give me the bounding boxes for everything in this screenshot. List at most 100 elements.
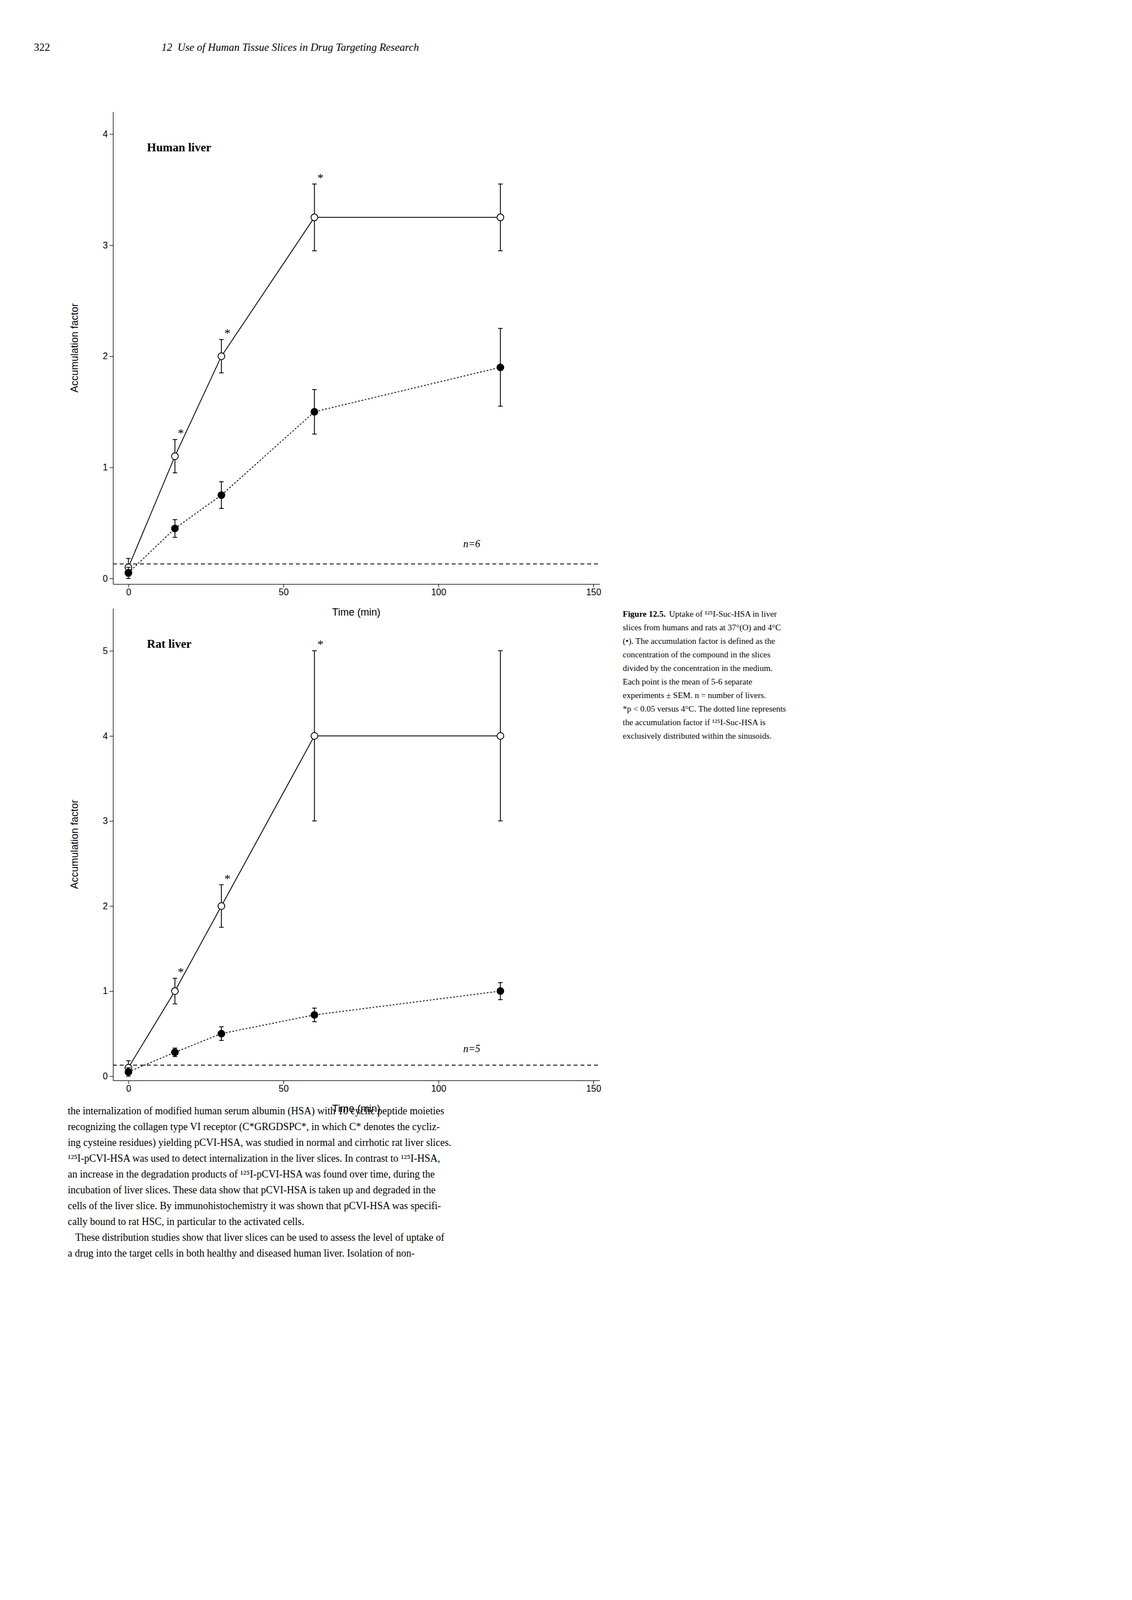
point <box>496 363 504 371</box>
y-tick: 5 <box>102 645 113 656</box>
caption-label: Figure 12.5. <box>622 609 666 619</box>
series-line <box>128 217 501 568</box>
point <box>171 452 179 460</box>
point <box>311 732 318 740</box>
x-tick-label: 100 <box>431 587 447 597</box>
significance-label: * <box>177 964 185 979</box>
y-tick: 4 <box>102 731 113 741</box>
series-line <box>128 366 501 573</box>
x-tick-mark <box>438 1080 439 1084</box>
y-tick-label: 4 <box>102 731 108 741</box>
point <box>217 491 225 499</box>
chart: 050100150012345Time (min)Accumulation fa… <box>68 608 602 1115</box>
x-tick-mark <box>128 1080 129 1084</box>
caption-line: *p < 0.05 versus 4°C. The dotted line re… <box>622 704 786 714</box>
x-tick-label: 50 <box>278 1083 290 1094</box>
y-tick: 3 <box>102 240 113 251</box>
x-tick-mark <box>128 583 129 588</box>
body-text: the internalization of modified human se… <box>67 1104 452 1259</box>
point <box>217 352 225 360</box>
body-line: incubation of liver slices. These data s… <box>67 1183 436 1196</box>
x-tick-mark <box>593 1080 594 1084</box>
y-tick-mark <box>109 650 113 651</box>
point <box>496 732 504 740</box>
caption-line: the accumulation factor if ¹²⁵I-Suc-HSA … <box>622 717 766 727</box>
x-tick-mark <box>593 583 594 588</box>
caption-line: Uptake of ¹²⁵I-Suc-HSA in liver <box>669 609 777 619</box>
y-tick: 2 <box>102 351 113 361</box>
y-tick-mark <box>109 990 113 992</box>
point <box>124 1068 132 1075</box>
caption-line: (•). The accumulation factor is defined … <box>622 636 776 646</box>
y-tick: 1 <box>102 985 113 996</box>
x-tick-mark <box>283 1080 284 1084</box>
point <box>171 987 179 995</box>
x-axis-line <box>113 1080 601 1081</box>
page-number: 322 <box>33 41 51 54</box>
point <box>171 1048 179 1056</box>
plot-area <box>112 650 600 1076</box>
point <box>217 1029 225 1037</box>
point <box>217 902 225 909</box>
point <box>124 569 132 576</box>
significance-label: * <box>224 871 231 886</box>
caption-line: concentration of the compound in the sli… <box>622 649 771 659</box>
page-header-text: 12 Use of Human Tissue Slices in Drug Ta… <box>161 41 419 54</box>
point <box>311 1011 318 1018</box>
x-tick: 0 <box>125 1080 131 1094</box>
y-tick: 1 <box>102 462 113 472</box>
caption-line: divided by the concentration in the medi… <box>622 663 773 673</box>
significance-label: * <box>317 170 324 185</box>
significance-label: * <box>177 425 185 440</box>
x-tick-label: 100 <box>431 1083 447 1094</box>
x-tick-label: 50 <box>278 587 290 597</box>
series-line <box>128 990 501 1072</box>
x-tick: 150 <box>586 583 602 597</box>
body-line: an increase in the degradation products … <box>67 1168 435 1180</box>
x-tick-label: 150 <box>586 587 602 597</box>
y-tick-mark <box>109 905 113 907</box>
y-tick-mark <box>109 245 113 246</box>
y-tick-mark <box>109 466 113 468</box>
x-tick: 100 <box>431 583 447 597</box>
y-tick-label: 3 <box>102 815 108 826</box>
x-tick: 0 <box>125 583 131 597</box>
y-tick: 2 <box>102 901 113 911</box>
y-tick-label: 1 <box>102 985 108 996</box>
body-line: cally bound to rat HSC, in particular to… <box>67 1215 305 1227</box>
y-axis-line <box>112 112 114 585</box>
body-line: cells of the liver slice. By immunohisto… <box>67 1199 441 1212</box>
y-tick-mark <box>109 735 113 737</box>
y-axis-title: Accumulation factor <box>68 799 81 889</box>
background <box>0 0 1132 1600</box>
x-axis-line <box>113 583 601 585</box>
y-tick-label: 3 <box>102 240 108 251</box>
x-axis: 0 50 100 150 <box>113 1080 602 1094</box>
y-tick-label: 0 <box>102 1071 108 1081</box>
reference-line <box>112 563 600 565</box>
y-tick-mark <box>109 133 113 135</box>
caption-line: Each point is the mean of 5-6 separate <box>622 676 753 686</box>
caption-line: slices from humans and rats at 37°(O) an… <box>622 622 781 633</box>
x-tick-label: 150 <box>586 1083 602 1094</box>
caption: Figure 12.5.Uptake of ¹²⁵I-Suc-HSA in li… <box>622 609 786 741</box>
y-axis-title: Accumulation factor <box>68 303 81 393</box>
y-axis: 0 1 2 3 4 5 <box>102 608 113 1082</box>
y-tick-label: 5 <box>102 645 108 656</box>
plot-area <box>112 184 600 579</box>
body-line: These distribution studies show that liv… <box>67 1231 445 1243</box>
y-tick-mark <box>109 578 113 579</box>
reference-line <box>112 1064 600 1066</box>
y-tick: 0 <box>102 573 113 584</box>
body-line: the internalization of modified human se… <box>67 1104 445 1117</box>
y-tick-mark <box>109 820 113 822</box>
chart-title: Human liver <box>146 140 212 155</box>
chart: 05010015001234Time (min)Accumulation fac… <box>68 112 602 619</box>
page-header: 322 12 Use of Human Tissue Slices in Drug… <box>33 41 419 54</box>
body-line: ¹²⁵I-pCVI-HSA was used to detect interna… <box>67 1152 441 1164</box>
point <box>496 213 504 221</box>
page: 32212 Use of Human Tissue Slices in Drug… <box>0 0 1132 1600</box>
x-tick: 150 <box>586 1080 602 1094</box>
y-tick-mark <box>109 1075 113 1077</box>
annotation: n=5 <box>462 1042 480 1055</box>
